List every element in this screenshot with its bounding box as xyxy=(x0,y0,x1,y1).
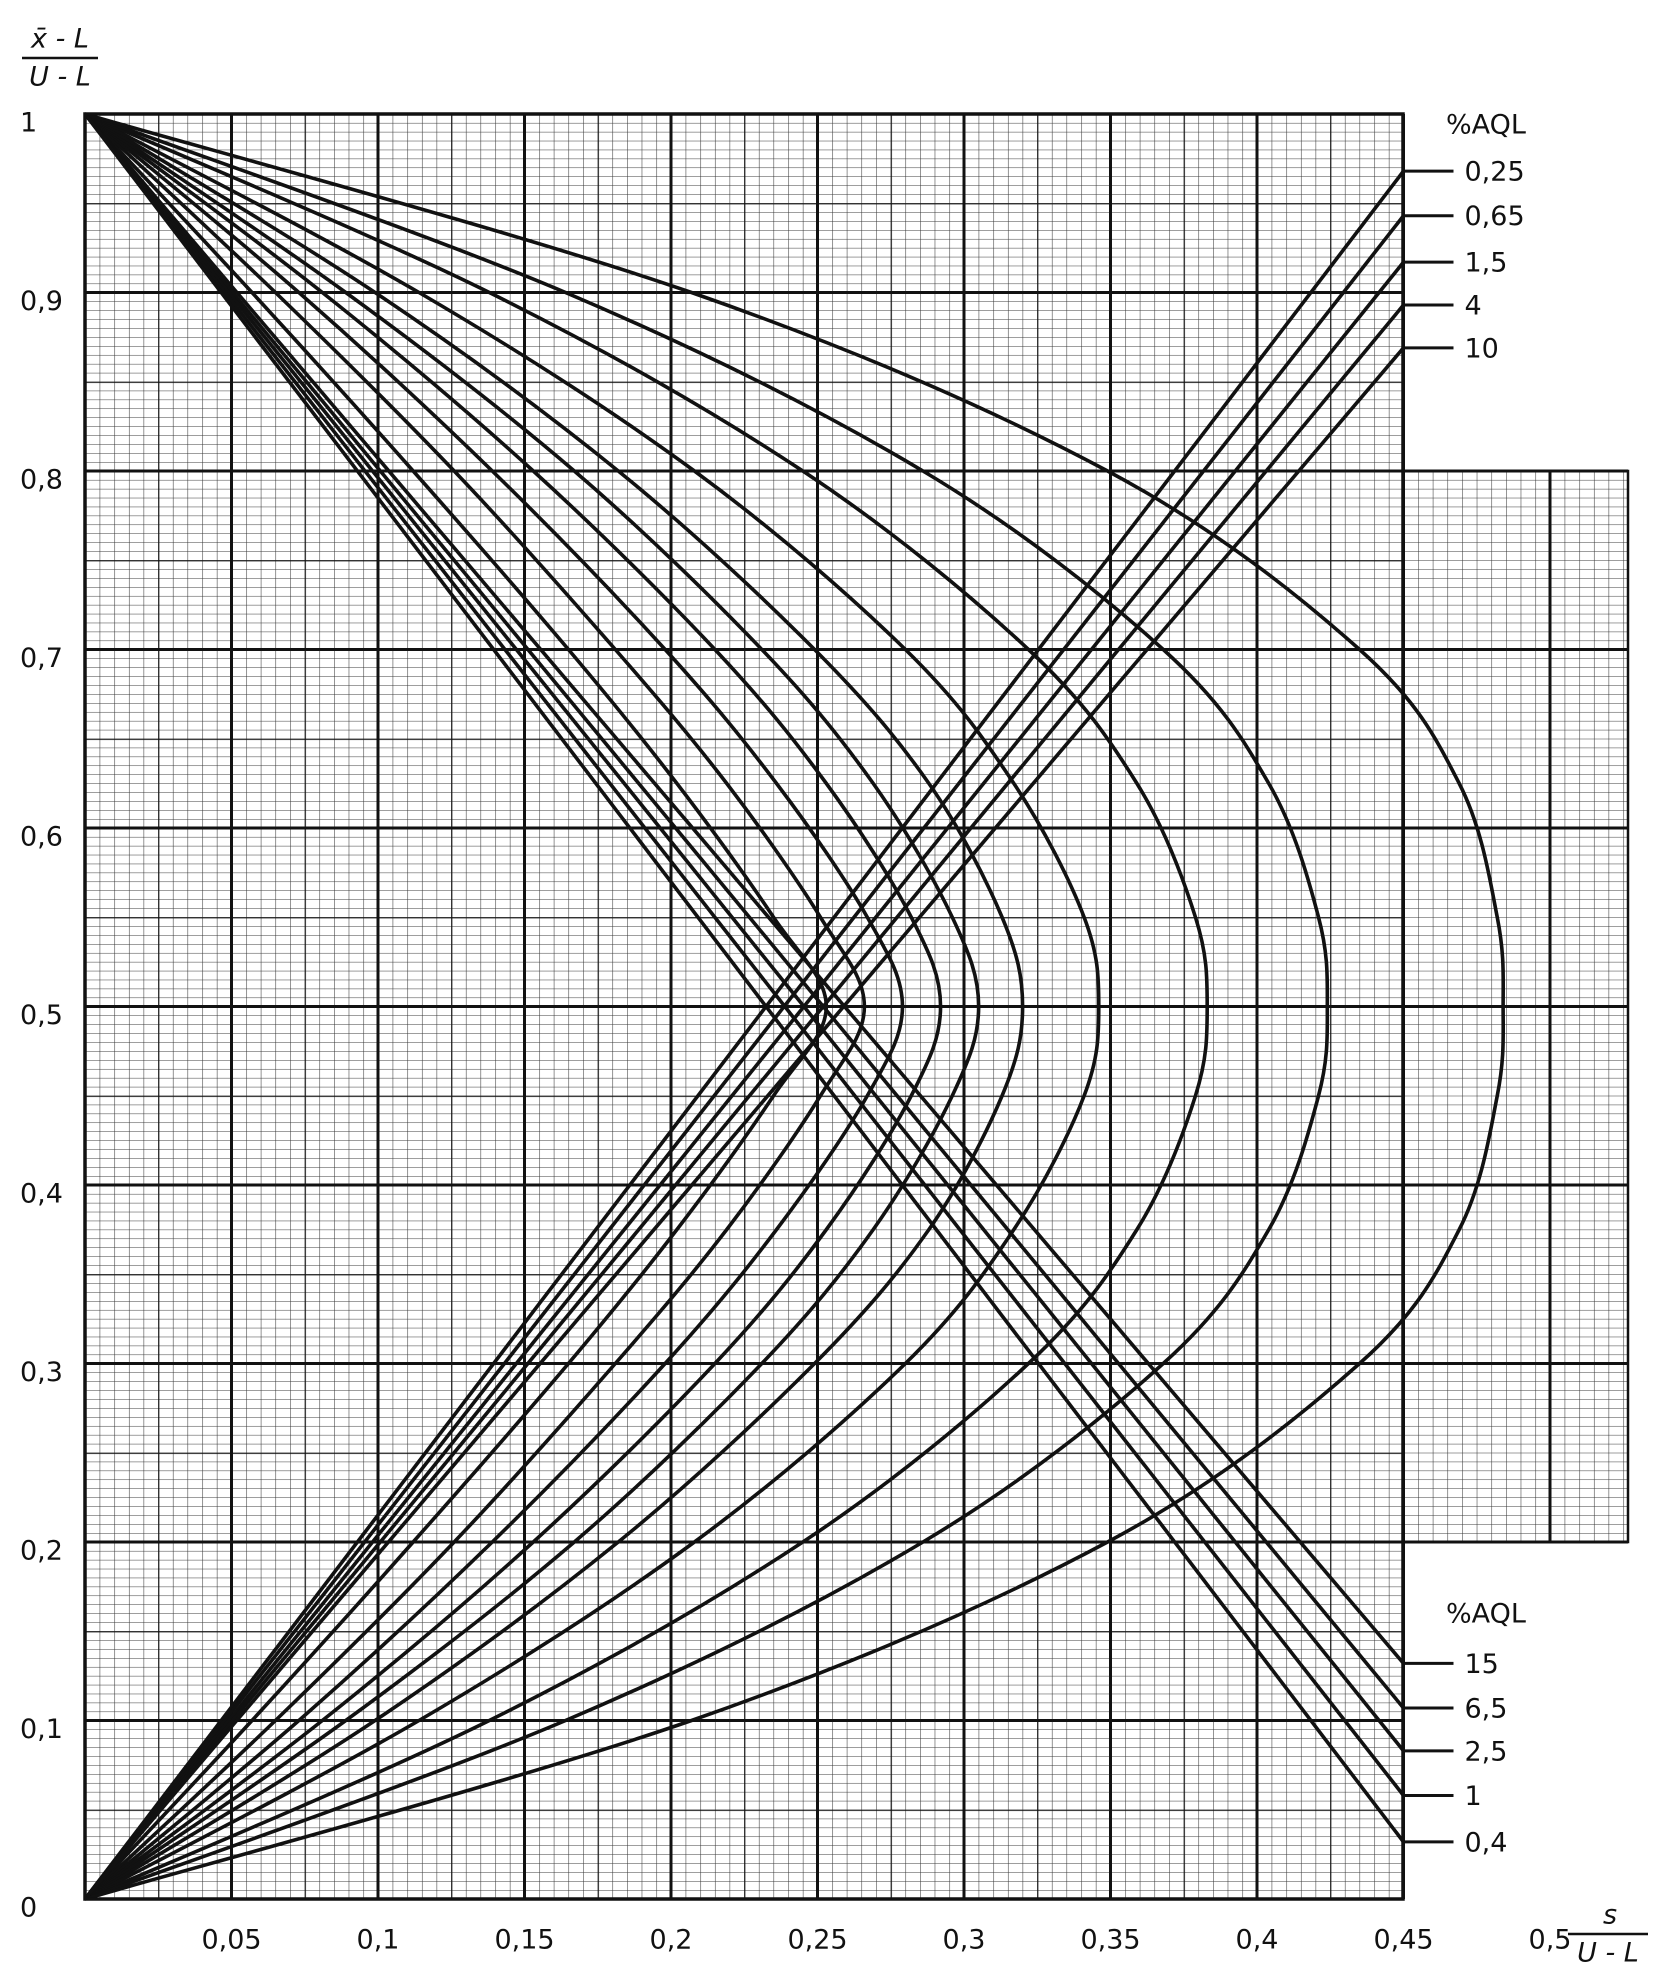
y-tick-label: 0,1 xyxy=(20,1714,63,1745)
acceptance-curve xyxy=(84,112,1025,1901)
acceptance-curve xyxy=(83,112,905,1901)
x-axis-label: s U - L xyxy=(1568,1900,1648,1969)
acceptance-curve xyxy=(84,112,1209,1901)
y-tick-label: 0,3 xyxy=(20,1357,63,1388)
y-tick-label: 0,4 xyxy=(20,1179,63,1210)
x-tick-label: 0,3 xyxy=(943,1925,986,1956)
y-tick-label: 0,2 xyxy=(20,1536,63,1567)
acceptance-curve xyxy=(83,112,867,1901)
series-label: 10 xyxy=(1465,333,1499,364)
aql-line xyxy=(83,112,1405,1752)
x-label-numerator: s xyxy=(1603,1900,1617,1931)
acceptance-curve xyxy=(84,112,1330,1901)
aql-line xyxy=(83,112,1405,1665)
y-tick-label: 0 xyxy=(20,1893,37,1924)
x-tick-label: 0,45 xyxy=(1373,1925,1433,1956)
y-tick-label: 0,6 xyxy=(20,822,63,853)
y-tick-label: 0,7 xyxy=(20,643,63,674)
y-tick-label: 1 xyxy=(20,108,37,139)
aql-line xyxy=(83,346,1405,1901)
acceptance-curve xyxy=(84,112,1506,1901)
annotation: %AQL xyxy=(1446,110,1526,141)
x-tick-label: 0,1 xyxy=(357,1925,400,1956)
x-tick-label: 0,05 xyxy=(201,1925,261,1956)
series-label: 4 xyxy=(1465,290,1482,321)
acceptance-curve xyxy=(83,112,981,1901)
y-tick-label: 0,5 xyxy=(20,1000,63,1031)
x-tick-label: 0,2 xyxy=(650,1925,693,1956)
series-label: 0,25 xyxy=(1465,157,1525,188)
x-tick-label: 0,25 xyxy=(787,1925,847,1956)
series-label: 2,5 xyxy=(1465,1736,1508,1767)
acceptance-curve xyxy=(83,112,829,1901)
plot-border xyxy=(83,112,1405,1901)
aql-line xyxy=(83,214,1405,1901)
aql-line xyxy=(83,261,1405,1901)
aql-line xyxy=(83,170,1405,1901)
y-label-numerator: x̄ - L xyxy=(30,24,89,55)
acceptance-curve xyxy=(84,112,1101,1901)
annotation: %AQL xyxy=(1446,1599,1526,1630)
aql-line xyxy=(83,112,1405,1843)
series-label: 1 xyxy=(1465,1781,1482,1812)
grid-area xyxy=(85,112,1630,1901)
plot xyxy=(83,112,1506,1901)
acceptance-curve xyxy=(83,112,943,1901)
series-label: 15 xyxy=(1465,1649,1499,1680)
x-tick-label: 0,5 xyxy=(1529,1925,1572,1956)
x-tick-label: 0,35 xyxy=(1080,1925,1140,1956)
series-label: 0,65 xyxy=(1465,201,1525,232)
y-tick-label: 0,8 xyxy=(20,465,63,496)
aql-line xyxy=(83,303,1405,1901)
y-axis-label: x̄ - L U - L xyxy=(22,24,98,93)
y-label-denominator: U - L xyxy=(29,62,91,93)
aql-line xyxy=(83,112,1405,1797)
x-tick-label: 0,15 xyxy=(494,1925,554,1956)
series-label: 0,4 xyxy=(1465,1827,1508,1858)
aql-line xyxy=(83,112,1405,1710)
x-tick-label: 0,4 xyxy=(1236,1925,1279,1956)
x-label-denominator: U - L xyxy=(1577,1938,1639,1969)
series-label: 6,5 xyxy=(1465,1694,1508,1725)
y-tick-label: 0,9 xyxy=(20,286,63,317)
series-label: 1,5 xyxy=(1465,248,1508,279)
